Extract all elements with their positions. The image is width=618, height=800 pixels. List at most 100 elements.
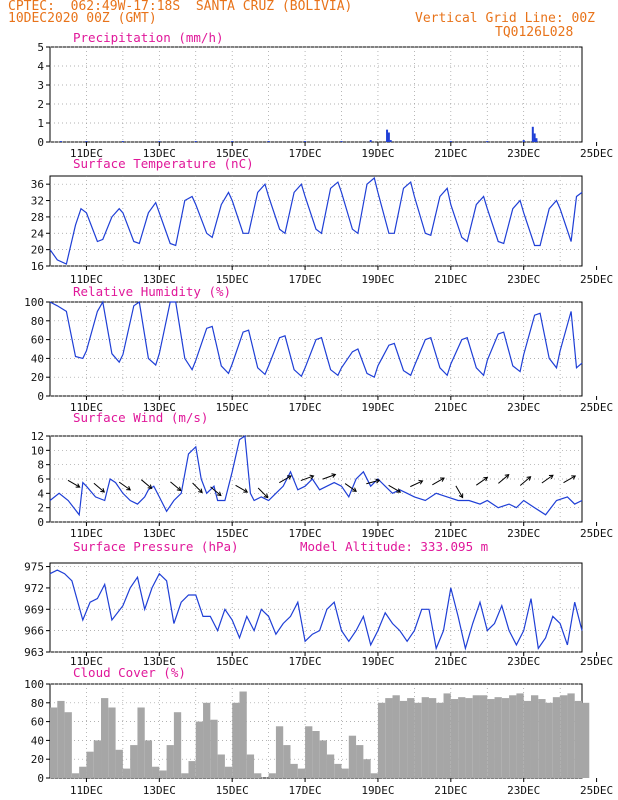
wind-arrow <box>192 482 203 493</box>
wind-arrow-head <box>309 474 315 480</box>
data-bar <box>479 695 488 778</box>
data-bar <box>71 773 80 778</box>
data-bar <box>93 740 102 778</box>
data-bar <box>203 702 211 778</box>
panel-subtitle: Model Altitude: 333.095 m <box>300 539 488 554</box>
x-tick-label: 21DEC <box>434 655 467 668</box>
data-bar <box>436 702 444 778</box>
x-tick-label: 25DEC <box>580 527 613 540</box>
x-tick-label: 23DEC <box>507 147 540 160</box>
data-bar <box>414 702 422 778</box>
panel-title: Surface Temperature (nC) <box>73 156 254 171</box>
x-tick-label: 23DEC <box>507 273 540 286</box>
x-tick-label: 21DEC <box>434 784 467 797</box>
data-bar <box>487 699 495 778</box>
x-tick-label: 15DEC <box>216 527 249 540</box>
data-bar <box>341 768 349 778</box>
x-tick-label: 17DEC <box>289 527 322 540</box>
y-tick-label: 20 <box>31 371 44 384</box>
y-tick-label: 60 <box>31 334 44 347</box>
y-tick-label: 1 <box>37 117 44 130</box>
data-bar <box>486 141 489 142</box>
panel-title: Relative Humidity (%) <box>73 284 231 299</box>
data-bar <box>158 141 161 142</box>
x-tick-label: 19DEC <box>361 655 394 668</box>
wind-arrow <box>300 475 314 482</box>
x-tick-label: 13DEC <box>143 527 176 540</box>
data-bar <box>458 697 466 778</box>
data-bar <box>224 766 233 778</box>
wind-arrow-head <box>100 488 106 493</box>
data-bar <box>57 700 65 778</box>
data-bar <box>535 138 538 142</box>
data-bar <box>428 698 437 778</box>
data-bar <box>217 754 225 778</box>
data-bar <box>552 697 561 778</box>
x-tick-label: 21DEC <box>434 147 467 160</box>
data-bar <box>516 693 524 778</box>
y-tick-label: 28 <box>31 211 44 224</box>
data-bar <box>545 702 553 778</box>
wind-arrow-head <box>483 476 489 482</box>
x-tick-label: 15DEC <box>216 273 249 286</box>
wind-arrow <box>410 480 423 488</box>
wind-arrow <box>366 479 380 485</box>
y-tick-label: 4 <box>37 60 44 73</box>
y-tick-label: 963 <box>24 646 44 659</box>
wind-arrow <box>140 479 152 489</box>
series-line <box>49 434 583 517</box>
y-tick-label: 0 <box>37 516 44 529</box>
data-bar <box>522 140 525 142</box>
data-bar <box>283 745 291 778</box>
y-tick-label: 969 <box>24 603 44 616</box>
data-bar <box>290 763 298 778</box>
x-tick-label: 23DEC <box>507 784 540 797</box>
x-tick-label: 11DEC <box>70 273 103 286</box>
y-tick-label: 6 <box>37 473 44 486</box>
x-tick-label: 13DEC <box>143 147 176 160</box>
y-tick-label: 40 <box>31 352 44 365</box>
y-tick-label: 24 <box>31 227 45 240</box>
data-bar <box>188 761 196 778</box>
x-tick-label: 25DEC <box>580 655 613 668</box>
data-bar <box>312 731 320 778</box>
wind-arrow <box>210 486 222 496</box>
data-bar <box>115 749 123 778</box>
wind-arrow <box>170 481 182 491</box>
y-tick-label: 12 <box>31 430 44 443</box>
wind-arrow-head <box>396 488 402 493</box>
panel-title: Precipitation (mm/h) <box>73 30 224 45</box>
wind-arrow-head <box>263 493 269 499</box>
y-tick-label: 36 <box>31 178 44 191</box>
y-tick-label: 8 <box>37 459 44 472</box>
panel-title: Surface Wind (m/s) <box>73 410 208 425</box>
data-bar <box>494 697 502 778</box>
y-tick-label: 2 <box>37 98 44 111</box>
data-bar <box>389 140 392 142</box>
series-line <box>49 176 583 265</box>
data-bar <box>246 754 255 778</box>
wind-arrow <box>432 477 445 486</box>
data-bar <box>101 698 109 778</box>
data-bar <box>173 712 182 778</box>
wind-arrow-head <box>548 474 554 480</box>
x-tick-label: 21DEC <box>434 273 467 286</box>
wind-arrow-head <box>458 493 464 499</box>
panel-frame <box>49 46 583 143</box>
data-bar <box>121 141 124 142</box>
wind-arrow <box>257 487 269 498</box>
x-tick-label: 19DEC <box>361 527 394 540</box>
panel-title: Surface Pressure (hPa) <box>73 539 239 554</box>
data-bar <box>297 768 306 778</box>
data-bar <box>385 698 393 778</box>
x-tick-label: 17DEC <box>289 273 322 286</box>
data-bar <box>450 699 459 778</box>
wind-arrow <box>235 484 248 493</box>
data-bar <box>181 773 189 778</box>
wind-arrow <box>118 481 131 491</box>
x-tick-label: 13DEC <box>143 655 176 668</box>
wind-arrow <box>67 479 80 488</box>
y-tick-label: 966 <box>24 625 44 638</box>
data-bar <box>64 712 72 778</box>
data-bar <box>509 695 517 778</box>
